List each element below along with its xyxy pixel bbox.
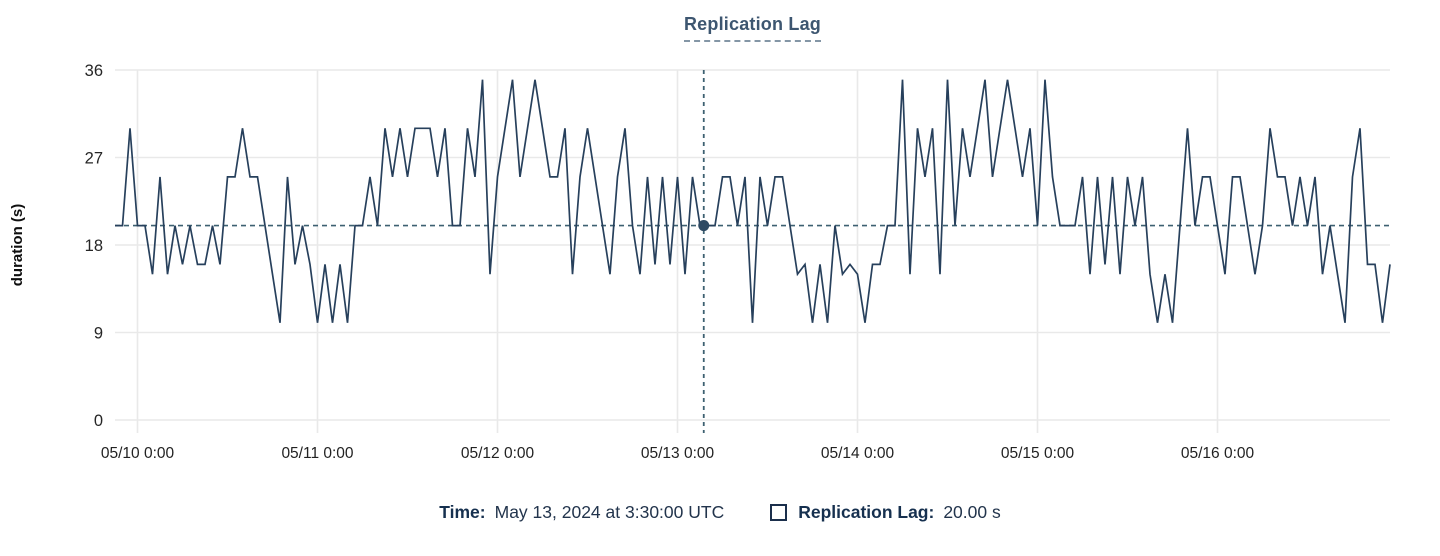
x-tick-label: 05/10 0:00: [101, 445, 175, 462]
x-tick-label: 05/14 0:00: [821, 445, 895, 462]
legend-series-label: Replication Lag:: [798, 502, 935, 522]
y-tick-label: 9: [94, 325, 103, 343]
legend-square-icon[interactable]: [770, 504, 788, 521]
chart-title[interactable]: Replication Lag: [683, 14, 821, 42]
replication-lag-series-line[interactable]: [115, 79, 1391, 323]
y-tick-label: 0: [94, 412, 103, 430]
tooltip-time-value: May 13, 2024 at 3:30:00 UTC: [494, 502, 725, 522]
legend-item-replication-lag[interactable]: Replication Lag: 20.00 s: [770, 502, 1001, 523]
x-tick-label: 05/11 0:00: [281, 445, 353, 462]
tooltip-time-label: Time:: [439, 502, 486, 522]
x-tick-label: 05/13 0:00: [641, 445, 715, 462]
x-tick-label: 05/12 0:00: [461, 445, 535, 462]
y-tick-label: 27: [85, 150, 103, 168]
x-tick-label: 05/15 0:00: [1001, 445, 1075, 462]
y-tick-label: 36: [85, 62, 103, 80]
crosshair-point-dot: [698, 220, 710, 232]
tooltip-time: Time: May 13, 2024 at 3:30:00 UTC: [439, 502, 724, 523]
y-axis-label: duration (s): [9, 204, 26, 287]
chart-canvas[interactable]: 0 9 18 27 36 05/10 0:00 05/11 0:00 05/12 0:00 05…: [0, 0, 1440, 478]
legend-series-value: 20.00 s: [943, 502, 1001, 522]
crosshair-tooltip: Time: May 13, 2024 at 3:30:00 UTC Replic…: [0, 502, 1440, 523]
chart-title-wrap: Replication Lag: [115, 14, 1390, 42]
x-tick-label: 05/16 0:00: [1181, 445, 1255, 462]
y-tick-label: 18: [85, 237, 103, 255]
